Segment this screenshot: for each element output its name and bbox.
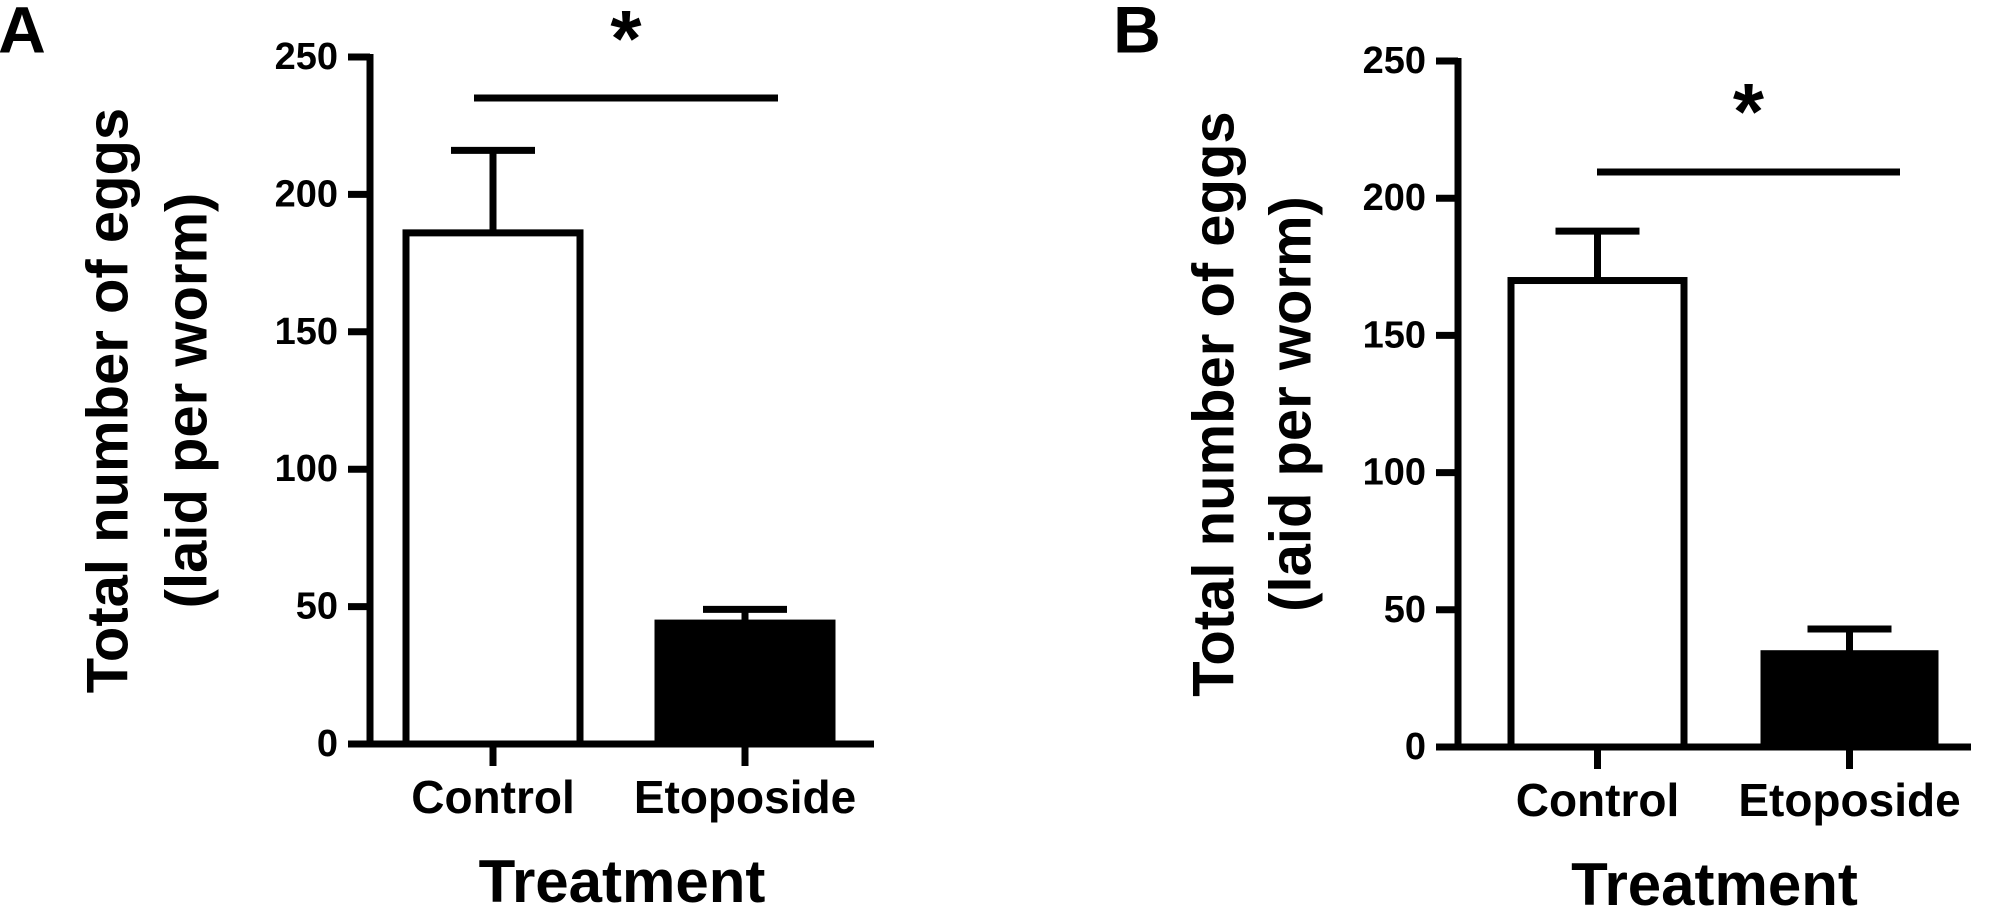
y-tick-label: 50	[1384, 589, 1426, 631]
y-axis-label: (laid per worm)	[1258, 196, 1323, 612]
y-tick-label: 0	[1405, 726, 1426, 768]
y-tick-label: 50	[296, 586, 338, 628]
y-tick-label: 100	[275, 448, 338, 490]
y-tick-label: 150	[275, 311, 338, 353]
significance-label: *	[610, 0, 642, 83]
x-axis-label: Treatment	[1571, 851, 1858, 916]
bar	[1507, 277, 1688, 751]
panel-label: B	[1113, 0, 1161, 66]
y-tick-label: 0	[317, 723, 338, 765]
x-tick-label: Etoposide	[634, 771, 856, 823]
y-tick-label: 150	[1363, 314, 1426, 356]
x-tick-label: Control	[1516, 774, 1680, 826]
panel-label: A	[0, 0, 46, 66]
y-axis-label: Total number of eggs	[75, 108, 140, 693]
bar	[654, 619, 836, 748]
x-axis-label: Treatment	[479, 848, 766, 915]
bar	[1760, 650, 1939, 751]
y-axis-label: Total number of eggs	[1181, 111, 1246, 696]
y-tick-label: 250	[275, 36, 338, 78]
y-tick-label: 200	[275, 173, 338, 215]
x-tick-label: Etoposide	[1738, 774, 1960, 826]
significance-label: *	[1733, 67, 1765, 156]
y-tick-label: 200	[1363, 177, 1426, 219]
y-tick-label: 100	[1363, 452, 1426, 494]
bar	[402, 229, 584, 748]
y-tick-label: 250	[1363, 40, 1426, 82]
y-axis-label: (laid per worm)	[154, 193, 219, 609]
x-tick-label: Control	[411, 771, 575, 823]
